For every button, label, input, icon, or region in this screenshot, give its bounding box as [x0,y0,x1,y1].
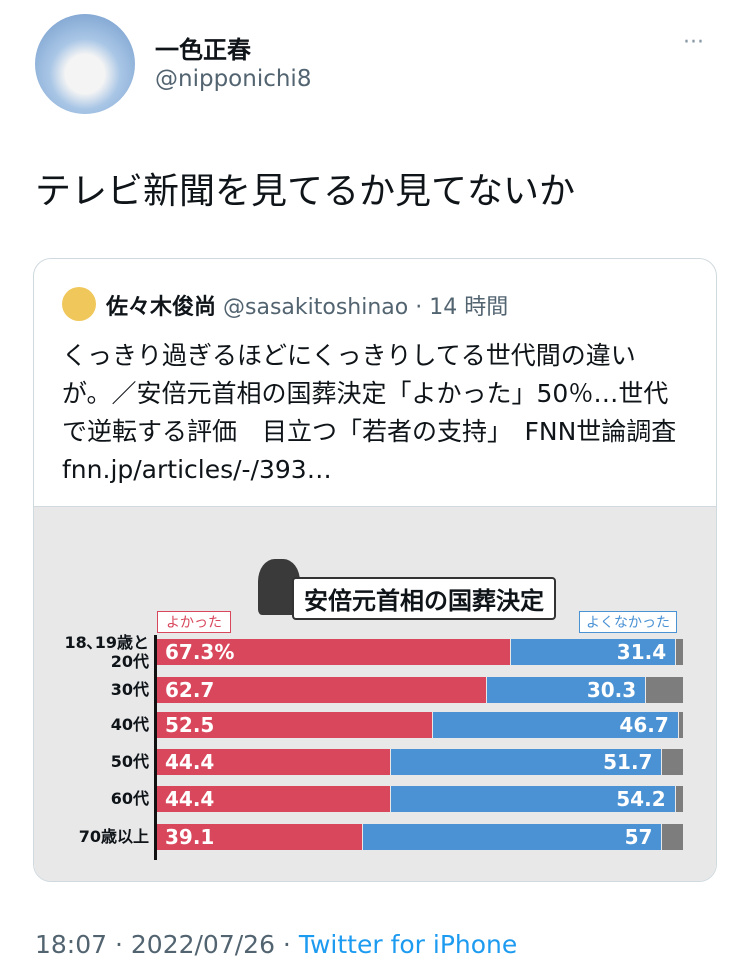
bar-segment [157,639,510,665]
author-handle[interactable]: @nipponichi8 [155,66,312,92]
category-label: 40代 [110,715,149,734]
quoted-time: · 14 時間 [415,295,509,320]
quoted-tweet[interactable]: 佐々木俊尚 @sasakitoshinao · 14 時間 くっきり過ぎるほどに… [33,258,717,882]
bar-segment [157,712,433,738]
value-label: 30.3 [586,678,637,702]
bar-segment [678,712,683,738]
bar-segment [433,712,678,738]
bar-segment [662,824,683,850]
quoted-avatar [62,287,96,321]
value-label: 46.7 [619,713,669,737]
bar-segment [486,677,646,703]
bar-segment [362,824,662,850]
quoted-text: くっきり過ぎるほどにくっきりしてる世代間の違いが。／安倍元首相の国葬決定「よかっ… [62,341,677,484]
legend-item: よかった [157,611,231,633]
value-label: 67.3% [165,640,235,664]
bar-segment [157,786,390,812]
category-label: 70歳以上 [78,827,149,846]
bar-segment [676,639,683,665]
value-label: 31.4 [616,640,667,664]
category-label: 18､19歳と 20代 [64,633,149,671]
footer: 18:07 · 2022/07/26 · Twitter for iPhone [35,930,517,959]
bar-segment [390,749,662,775]
bar-segment [646,677,683,703]
bar-segment [157,824,362,850]
value-label: 39.1 [165,825,215,849]
chart-image: 安倍元首相の国葬決定 よかった よくなかった 18､19歳と 20代 67.3% 31.… [34,506,716,881]
value-label: 54.2 [616,787,666,811]
more-menu[interactable]: ··· [683,30,704,55]
value-label: 57 [624,825,653,849]
bar-segment [510,639,676,665]
tweet-text: テレビ新聞を見てるか見てないか [35,171,576,212]
value-label: 44.4 [165,787,215,811]
bar-segment [662,749,683,775]
bar-segment [157,749,390,775]
quoted-header: 佐々木俊尚 @sasakitoshinao · 14 時間 [106,289,508,321]
quoted-name: 佐々木俊尚 [106,295,217,320]
value-label: 51.7 [603,750,653,774]
category-label: 60代 [110,789,149,808]
source[interactable]: Twitter for iPhone [298,930,518,959]
value-label: 62.7 [165,678,215,702]
legend-item: よくなかった [579,611,677,633]
category-label: 50代 [110,752,149,771]
timestamp: 18:07 · 2022/07/26 · [35,930,291,959]
quoted-handle: @sasakitoshinao [223,295,409,320]
value-label: 52.5 [165,713,215,737]
bar-segment [675,786,683,812]
avatar[interactable] [35,14,135,114]
category-label: 30代 [110,680,149,699]
chart-title: 安倍元首相の国葬決定 [292,577,556,620]
bar-segment [157,677,486,703]
axis-line [154,635,157,860]
value-label: 44.4 [165,750,215,774]
author-name[interactable]: 一色正春 [155,36,251,64]
bar-segment [390,786,675,812]
